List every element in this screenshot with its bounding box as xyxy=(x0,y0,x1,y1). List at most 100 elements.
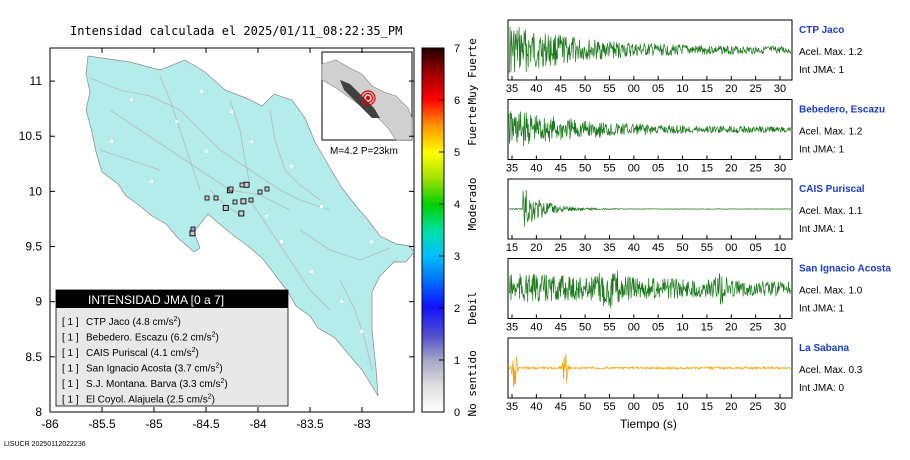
inset-map xyxy=(321,51,413,141)
station-acel: Acel. Max. 0.3 xyxy=(799,365,863,376)
waveform-tick-label: 00 xyxy=(628,401,640,413)
station-name: San Ignacio Acosta xyxy=(799,264,891,275)
waveform-tick-label: 55 xyxy=(603,163,615,175)
waveforms-xlabel: Tiempo (s) xyxy=(620,417,677,431)
waveform-tick-label: 50 xyxy=(676,242,688,254)
waveform-tick-label: 10 xyxy=(676,163,688,175)
colorbar-tick-label: 2 xyxy=(454,303,460,315)
colorbar-tick-label: 1 xyxy=(454,355,460,367)
waveform-tick-label: 50 xyxy=(579,322,591,334)
waveform-tick-label: 20 xyxy=(530,242,542,254)
waveform-tick-label: 55 xyxy=(603,83,615,95)
station-name: CTP Jaco xyxy=(799,25,844,36)
map-x-axis: -86 -85.5 -85 -84.5 -84 -83.5 -83 xyxy=(41,48,371,431)
map-x-tick-label: -85.5 xyxy=(88,417,116,431)
waveform-tick-label: 35 xyxy=(506,163,518,175)
waveform-tick-label: 15 xyxy=(506,242,518,254)
waveform-tick-label: 45 xyxy=(555,401,567,413)
legend-entry: Bebedero. Escazu (6.2 cm/s2) xyxy=(86,332,219,344)
station-name: La Sabana xyxy=(799,343,849,354)
waveform-tick-label: 00 xyxy=(628,83,640,95)
map-x-tick-label: -84.5 xyxy=(192,417,220,431)
waveform-tick-label: 05 xyxy=(750,242,762,254)
waveform-panel: 35 40 45 50 55 00 05 10 15 20 25 30 San Ignacio Acos… xyxy=(506,258,891,334)
waveform-tick-label: 20 xyxy=(725,83,737,95)
map-y-tick-label: 10 xyxy=(29,184,43,198)
station-int: Int JMA: 1 xyxy=(799,145,844,156)
station-marker xyxy=(243,181,250,188)
waveform-tick-label: 30 xyxy=(579,242,591,254)
station-marker xyxy=(240,198,247,205)
waveform-tick-label: 00 xyxy=(628,322,640,334)
waveform-tick-label: 30 xyxy=(774,83,786,95)
waveform-tick-label: 05 xyxy=(652,163,664,175)
station-int: Int JMA: 1 xyxy=(799,65,844,76)
waveform-tick-label: 05 xyxy=(652,322,664,334)
map-x-tick-label: -85 xyxy=(145,417,163,431)
waveform-panel: 35 40 45 50 55 00 05 10 15 20 25 30 CTP Jaco Acel. Ma… xyxy=(506,19,863,95)
legend-bracket: [ 1 ] xyxy=(62,333,79,344)
waveform-tick-label: 20 xyxy=(725,322,737,334)
waveform-trace xyxy=(508,353,792,388)
waveform-tick-label: 05 xyxy=(652,83,664,95)
map-y-tick-label: 10.5 xyxy=(19,129,43,143)
map-x-tick-label: -83.5 xyxy=(296,417,324,431)
footer-id: LISUCR 20250112022236 xyxy=(4,441,86,448)
waveform-panel: 35 40 45 50 55 00 05 10 15 20 25 30 Bebedero, Escazu… xyxy=(506,99,885,175)
waveform-tick-label: 45 xyxy=(652,242,664,254)
waveform-tick-label: 25 xyxy=(750,83,762,95)
legend-bracket: [ 1 ] xyxy=(62,379,79,390)
waveform-tick-label: 40 xyxy=(628,242,640,254)
waveform-trace xyxy=(508,189,792,227)
waveform-tick-label: 20 xyxy=(725,401,737,413)
colorbar-scale xyxy=(421,47,445,413)
legend-bracket: [ 1 ] xyxy=(62,364,79,375)
waveform-tick-label: 40 xyxy=(530,322,542,334)
map-y-tick-label: 11 xyxy=(30,74,43,88)
station-marker xyxy=(238,210,245,217)
extra-stations xyxy=(190,182,270,232)
legend: INTENSIDAD JMA [0 a 7] [ 1 ] CTP Jaco (4.… xyxy=(55,289,289,407)
waveform-tick-label: 35 xyxy=(603,242,615,254)
waveform-tick-label: 35 xyxy=(506,322,518,334)
waveform-panels: 35 40 45 50 55 00 05 10 15 20 25 30 CTP Jaco Acel. Ma… xyxy=(506,19,891,413)
colorbar-tick-label: 4 xyxy=(454,199,460,211)
waveform-tick-label: 40 xyxy=(530,163,542,175)
legend-bracket: [ 1 ] xyxy=(62,317,79,328)
colorbar-label: Moderado xyxy=(466,178,479,231)
waveform-tick-label: 40 xyxy=(530,83,542,95)
map-x-tick-label: -86 xyxy=(41,417,59,431)
map-y-tick-label: 8.5 xyxy=(25,350,42,364)
station-acel: Acel. Max. 1.2 xyxy=(799,127,863,138)
colorbar-label: Debil xyxy=(466,291,479,324)
legend-title: INTENSIDAD JMA [0 a 7] xyxy=(88,293,224,307)
map-y-tick-label: 9 xyxy=(35,295,42,309)
map-y-tick-label: 8 xyxy=(35,405,42,419)
waveform-tick-label: 55 xyxy=(701,242,713,254)
legend-bracket: [ 1 ] xyxy=(62,395,79,406)
waveform-tick-label: 40 xyxy=(530,401,542,413)
waveform-frame xyxy=(507,337,793,399)
waveform-tick-label: 55 xyxy=(603,322,615,334)
waveform-tick-label: 00 xyxy=(628,163,640,175)
station-int: Int JMA: 0 xyxy=(799,383,844,394)
map-y-tick-label: 9.5 xyxy=(25,240,42,254)
colorbar-tick-label: 5 xyxy=(454,147,460,159)
waveform-tick-label: 25 xyxy=(750,401,762,413)
station-acel: Acel. Max. 1.0 xyxy=(799,286,863,297)
legend-entry: S.J. Montana. Barva (3.3 cm/s2) xyxy=(86,378,228,390)
waveform-panel: 15 20 25 30 35 40 45 50 55 00 05 10 CAIS Puriscal Ace… xyxy=(506,178,865,254)
waveform-tick-label: 15 xyxy=(701,163,713,175)
waveform-tick-label: 50 xyxy=(579,83,591,95)
colorbar-label: Fuerte xyxy=(466,106,479,146)
map-y-axis: 11 10.5 10 9.5 9 8.5 8 xyxy=(19,74,414,419)
town-markers xyxy=(110,90,373,333)
waveform-tick-label: 45 xyxy=(555,322,567,334)
colorbar-tick-label: 7 xyxy=(454,43,460,55)
waveform-tick-label: 50 xyxy=(579,163,591,175)
legend-entry: San Ignacio Acosta (3.7 cm/s2) xyxy=(86,363,223,375)
waveform-tick-label: 15 xyxy=(701,401,713,413)
station-marker xyxy=(189,230,196,237)
waveform-tick-label: 20 xyxy=(725,163,737,175)
